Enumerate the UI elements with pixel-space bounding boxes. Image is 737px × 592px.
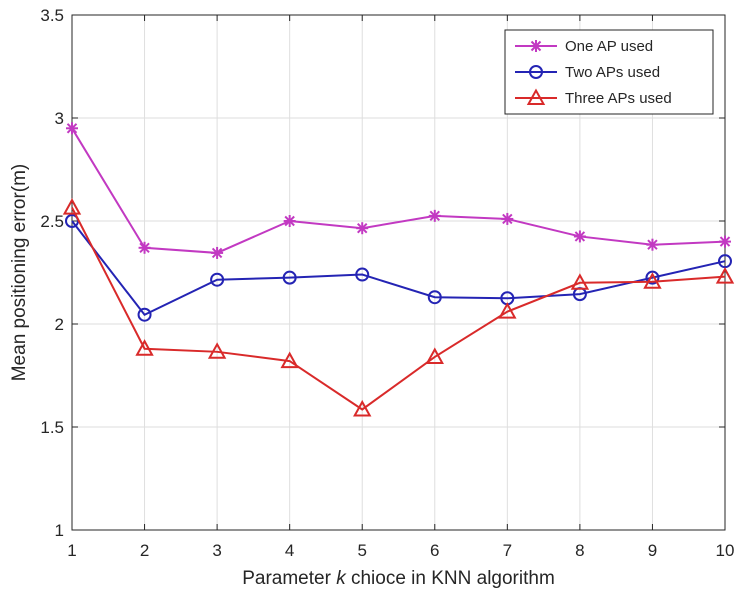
legend-entry: Three APs used xyxy=(515,88,672,107)
data-point xyxy=(498,302,517,319)
y-tick-label: 2.5 xyxy=(40,212,64,231)
x-tick-label: 2 xyxy=(140,541,149,560)
x-tick-label: 3 xyxy=(212,541,221,560)
series-asterisk xyxy=(66,122,731,259)
plot-area-border xyxy=(71,14,726,531)
x-axis-label-prefix: Parameter xyxy=(242,568,336,589)
data-series xyxy=(62,122,735,417)
legend-marker xyxy=(529,65,543,79)
y-axis-label: Mean positioning error(m) xyxy=(9,164,30,382)
data-point xyxy=(573,230,586,243)
data-point xyxy=(137,307,152,322)
legend-marker xyxy=(530,40,542,52)
x-tick-label: 5 xyxy=(357,541,366,560)
series-circle xyxy=(65,214,732,322)
x-axis-label-variable: k xyxy=(336,568,347,589)
data-point xyxy=(643,272,662,289)
x-tick-label: 10 xyxy=(716,541,735,560)
legend-entry: One AP used xyxy=(515,38,653,55)
data-point xyxy=(428,209,441,222)
series-triangle xyxy=(62,198,735,417)
y-tick-label: 2 xyxy=(55,315,64,334)
series-line xyxy=(71,220,726,316)
x-tick-label: 4 xyxy=(285,541,294,560)
y-tick-label: 3.5 xyxy=(40,6,64,25)
data-point xyxy=(210,272,225,287)
data-point xyxy=(135,339,154,356)
series-line xyxy=(71,127,726,254)
x-axis-label-suffix: chioce in KNN algorithm xyxy=(351,568,555,589)
legend: One AP used Two APs used Three APs used xyxy=(504,29,714,115)
x-tick-label: 8 xyxy=(575,541,584,560)
data-point xyxy=(211,246,224,259)
y-tick-label: 1.5 xyxy=(40,418,64,437)
data-point xyxy=(138,241,151,254)
legend-marker xyxy=(526,88,546,105)
data-point xyxy=(62,198,82,215)
data-point xyxy=(570,273,590,290)
data-point xyxy=(207,342,227,359)
data-point xyxy=(425,347,444,364)
data-point xyxy=(282,270,297,285)
data-point xyxy=(283,215,296,227)
x-axis-label: Parameter k chioce in KNN algorithm xyxy=(242,568,555,589)
y-tick-label: 1 xyxy=(55,521,64,540)
x-tick-label: 1 xyxy=(67,541,76,560)
data-point xyxy=(645,270,660,285)
y-tick-label: 3 xyxy=(55,109,64,128)
legend-label: One AP used xyxy=(565,38,653,55)
data-point xyxy=(66,122,78,135)
legend-label: Two APs used xyxy=(565,64,660,81)
data-point xyxy=(719,235,731,248)
x-tick-label: 9 xyxy=(648,541,657,560)
series-line xyxy=(71,207,726,411)
legend-items: One AP used Two APs used Three APs used xyxy=(515,38,672,107)
data-point xyxy=(715,267,735,284)
data-point xyxy=(427,290,442,305)
data-point xyxy=(355,267,370,282)
legend-entry: Two APs used xyxy=(515,64,660,81)
x-tick-label: 7 xyxy=(503,541,512,560)
data-point xyxy=(353,399,372,417)
legend-label: Three APs used xyxy=(565,90,672,107)
data-point xyxy=(356,222,369,235)
axis-ticks: 1 2 3 4 5 6 7 8 9 10 1 1.5 2 2.5 3 3.5 xyxy=(40,6,734,560)
x-tick-label: 6 xyxy=(430,541,439,560)
data-point xyxy=(646,238,659,251)
data-point xyxy=(280,351,299,369)
data-point xyxy=(501,212,514,225)
